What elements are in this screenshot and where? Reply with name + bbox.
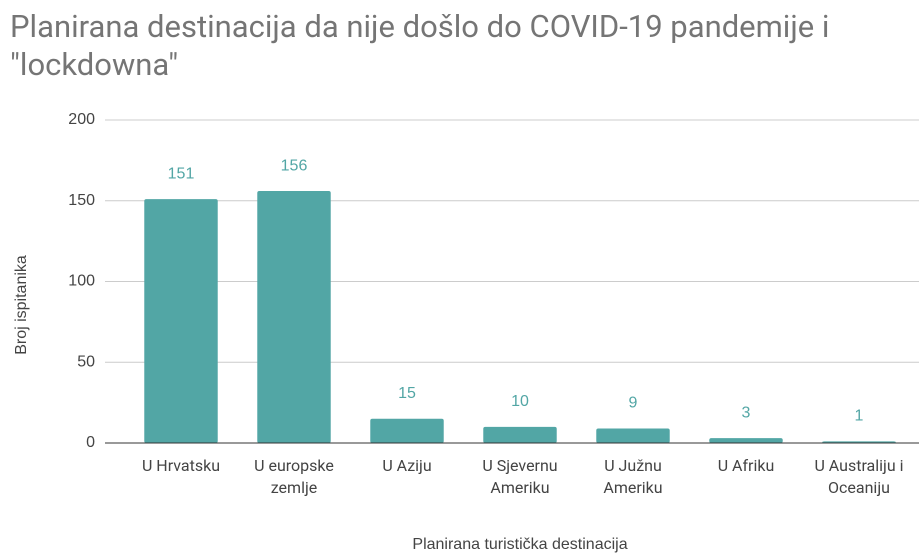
y-tick-label: 200 — [68, 111, 95, 128]
y-tick-label: 150 — [68, 192, 95, 209]
x-tick-label: U Australiju i Oceaniju — [814, 456, 904, 497]
bar — [370, 418, 444, 443]
x-tick-label: U europske zemlje — [254, 456, 334, 497]
x-tick-label: U Hrvatsku — [141, 456, 221, 475]
bar — [596, 428, 670, 443]
data-label: 1 — [855, 408, 864, 425]
y-axis-label: Broj ispitanika — [13, 255, 30, 355]
data-label: 151 — [168, 165, 195, 182]
data-label: 3 — [742, 404, 751, 421]
y-tick-label: 100 — [68, 273, 95, 290]
data-label: 15 — [398, 385, 416, 402]
y-tick-label: 0 — [86, 434, 95, 451]
bar — [709, 438, 783, 443]
data-label: 10 — [511, 393, 529, 410]
x-tick-label: U Južnu Ameriku — [603, 456, 663, 497]
data-label: 9 — [629, 395, 638, 412]
x-tick-label: U Sjevernu Ameriku — [482, 456, 558, 497]
x-tick-label: U Afriku — [717, 456, 775, 475]
x-tick-label: U Aziju — [382, 456, 432, 475]
data-label: 156 — [281, 157, 308, 174]
y-tick-label: 50 — [77, 353, 95, 370]
chart-title: Planirana destinacija da nije došlo do C… — [10, 8, 830, 83]
bar — [483, 426, 557, 443]
bar — [144, 199, 218, 443]
x-axis-label: Planirana turistička destinacija — [412, 536, 627, 553]
bar — [257, 191, 331, 443]
